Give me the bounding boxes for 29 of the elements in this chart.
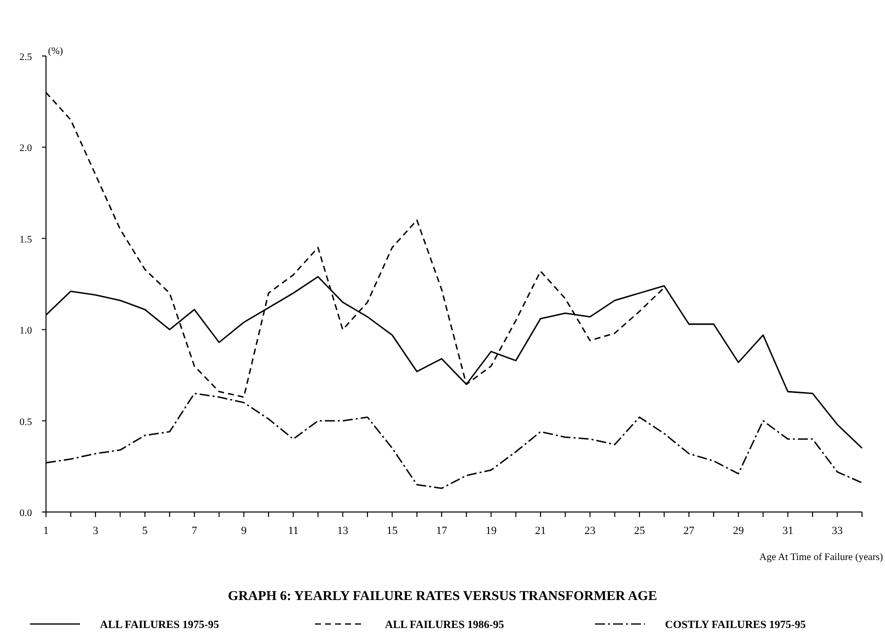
- x-tick-label: 31: [782, 525, 794, 537]
- y-tick-label: 1.5: [20, 234, 32, 246]
- y-tick-label: 0.0: [20, 508, 32, 519]
- x-tick-label: 17: [436, 525, 448, 537]
- x-tick-label: 5: [142, 525, 148, 537]
- x-tick-label: 19: [486, 525, 498, 537]
- x-tick-label: 15: [386, 525, 398, 537]
- x-tick-label: 33: [832, 525, 844, 537]
- x-tick-label: 25: [634, 525, 646, 537]
- y-tick-label: 2.5: [20, 52, 32, 63]
- x-tick-label: 29: [732, 525, 744, 537]
- legend-label: ALL FAILURES 1975-95: [100, 619, 220, 631]
- x-tick-label: 23: [584, 525, 596, 537]
- x-tick-label: 7: [192, 525, 198, 537]
- x-tick-label: 27: [683, 525, 695, 537]
- x-tick-label: 9: [241, 525, 248, 537]
- x-tick-label: 11: [288, 525, 299, 537]
- x-tick-label: 3: [92, 525, 99, 537]
- x-tick-label: 1: [43, 525, 49, 537]
- x-axis-title: Age At Time of Failure (years): [759, 552, 883, 563]
- y-tick-label: 2.0: [20, 143, 32, 154]
- legend-label: COSTLY FAILURES 1975-95: [665, 619, 806, 631]
- y-tick-label: 0.5: [20, 416, 32, 428]
- legend-label: ALL FAILURES 1986-95: [385, 619, 504, 631]
- y-axis-title: (%): [48, 46, 63, 57]
- y-tick-label: 1.0: [20, 326, 32, 337]
- text: GRAPH 6: YEARLY FAILURE RATES VERSUS TRANSFORMER AGE: [228, 588, 658, 603]
- x-tick-label: 21: [535, 525, 546, 537]
- x-tick-label: 13: [337, 525, 349, 537]
